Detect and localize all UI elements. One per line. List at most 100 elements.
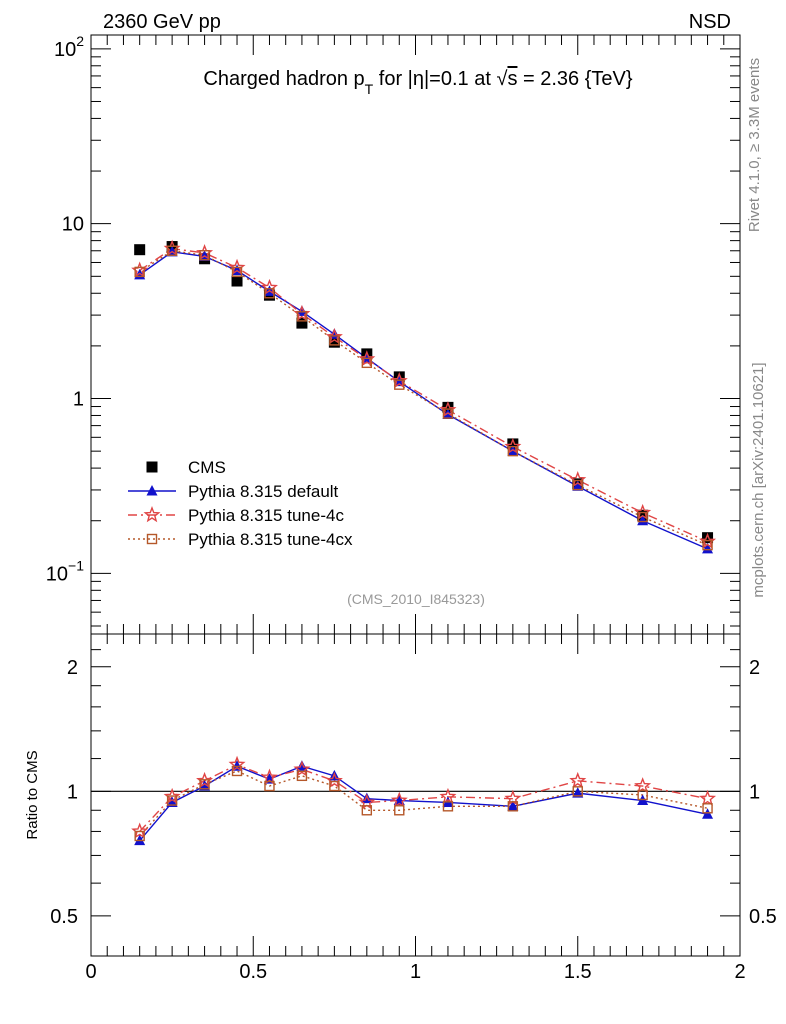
data-point-0-10 — [507, 438, 519, 450]
data-point-1-5 — [296, 305, 308, 316]
data-point-0-0 — [134, 244, 146, 256]
ratio-series-lines — [139, 763, 708, 842]
data-point-0-3 — [231, 275, 243, 287]
legend: CMS Pythia 8.315 default Pythia 8.315 tune… — [128, 458, 353, 549]
ratio-point-1-12 — [634, 777, 652, 794]
ratio-point-2-0 — [134, 830, 145, 842]
data-point-3-1 — [166, 245, 178, 256]
ratio-point-0-3 — [231, 760, 243, 771]
data-point-2-12 — [634, 503, 652, 521]
legend-label-1: Pythia 8.315 default — [188, 482, 339, 501]
ratio-point-2-13 — [702, 803, 713, 814]
main-series-lines — [139, 247, 708, 550]
data-point-0-5 — [296, 317, 308, 329]
data-point-3-8 — [394, 379, 405, 390]
legend-label-0: CMS — [188, 458, 226, 477]
x-tick-label: 2 — [734, 961, 745, 983]
analysis-id: (CMS_2010_I845323) — [347, 591, 485, 607]
x-tick-label: 0.5 — [239, 961, 267, 983]
ratio-point-0-10 — [507, 800, 519, 811]
energy-label: 2360 GeV pp — [103, 11, 221, 33]
ratio-point-2-5 — [296, 770, 308, 782]
legend-marker-1 — [146, 485, 158, 496]
x-tick-label: 1.5 — [564, 961, 592, 983]
data-point-2-11 — [569, 471, 587, 488]
data-point-3-13 — [702, 539, 713, 551]
rivet-label: Rivet 4.1.0, ≥ 3.3M events — [746, 58, 763, 232]
ratio-ylabel: Ratio to CMS — [24, 750, 41, 839]
data-point-2-7 — [358, 350, 376, 367]
ratio-point-0-11 — [572, 787, 584, 798]
data-point-2-10 — [504, 437, 522, 454]
data-point-2-13 — [699, 532, 717, 549]
ratio-point-1-6 — [325, 771, 343, 789]
series-line-3 — [139, 250, 708, 546]
ratio-point-0-5 — [296, 760, 308, 771]
ratio-point-1-8 — [390, 791, 408, 808]
ratio-point-2-11 — [572, 786, 583, 797]
legend-marker-0 — [146, 461, 158, 473]
chart-title: Charged hadron pT for |η|=0.1 at √s = 2.… — [203, 68, 632, 97]
data-point-3-6 — [329, 335, 340, 346]
ratio-y-tick-label-right: 2 — [749, 657, 760, 679]
ratio-point-0-2 — [199, 780, 211, 791]
ratio-series-markers — [131, 755, 717, 846]
ratio-y-tick-label: 0.5 — [50, 906, 78, 928]
data-point-3-2 — [199, 250, 210, 261]
data-point-2-8 — [390, 372, 408, 389]
data-point-3-0 — [134, 266, 145, 278]
legend-marker-2 — [143, 506, 161, 523]
ratio-point-1-0 — [131, 822, 149, 839]
data-point-3-12 — [637, 511, 648, 523]
ratio-point-1-13 — [699, 789, 717, 806]
ratio-line-2 — [139, 770, 708, 837]
ratio-point-1-5 — [293, 760, 311, 777]
data-point-0-9 — [442, 401, 454, 413]
data-point-3-5 — [296, 311, 308, 322]
ratio-point-2-8 — [394, 805, 405, 816]
ratio-point-1-2 — [196, 771, 214, 789]
data-point-0-13 — [702, 532, 714, 544]
y-tick-label: 10−1 — [46, 557, 84, 585]
ratio-point-2-7 — [361, 805, 373, 816]
y-tick-label: 1 — [73, 389, 84, 411]
data-point-3-7 — [361, 357, 373, 369]
ratio-panel-frame — [90, 633, 741, 957]
ratio-point-2-12 — [637, 789, 648, 801]
process-label: NSD — [689, 11, 731, 33]
data-point-1-12 — [637, 514, 649, 526]
ratio-y-tick-label-right: 1 — [749, 781, 760, 803]
ratio-point-2-10 — [507, 801, 519, 812]
data-point-1-13 — [702, 542, 714, 554]
data-point-3-11 — [572, 479, 583, 491]
ratio-point-1-9 — [439, 787, 457, 805]
data-point-3-4 — [264, 288, 275, 299]
data-point-2-3 — [228, 258, 246, 275]
ratio-point-0-1 — [166, 796, 178, 807]
ratio-point-1-1 — [163, 787, 181, 805]
y-tick-label: 10 — [62, 214, 84, 236]
x-tick-label: 1 — [410, 961, 421, 983]
data-point-3-10 — [507, 445, 519, 457]
data-point-2-6 — [325, 328, 343, 345]
ratio-point-2-2 — [199, 779, 210, 790]
ratio-y-tick-label-right: 0.5 — [749, 906, 777, 928]
legend-marker-3 — [146, 533, 158, 545]
ratio-axis-ticks: 0 0.5 1 1.5 2 0.5 0.5 1 1 2 2 — [50, 634, 777, 983]
data-point-1-11 — [572, 480, 584, 491]
ratio-point-2-9 — [442, 801, 454, 812]
ratio-point-1-3 — [228, 755, 246, 772]
ratio-point-1-11 — [569, 771, 587, 789]
main-series-markers — [131, 239, 717, 554]
ratio-point-2-4 — [264, 780, 275, 792]
ratio-point-1-4 — [260, 768, 278, 785]
y-tick-label: 102 — [54, 33, 84, 61]
data-point-3-9 — [442, 408, 454, 419]
data-point-2-9 — [439, 401, 457, 418]
series-line-1 — [139, 251, 708, 550]
ratio-y-tick-label: 2 — [67, 657, 78, 679]
x-tick-label: 0 — [85, 961, 96, 983]
data-point-2-4 — [260, 278, 278, 296]
legend-label-3: Pythia 8.315 tune-4cx — [188, 530, 353, 549]
data-point-3-3 — [231, 266, 243, 278]
